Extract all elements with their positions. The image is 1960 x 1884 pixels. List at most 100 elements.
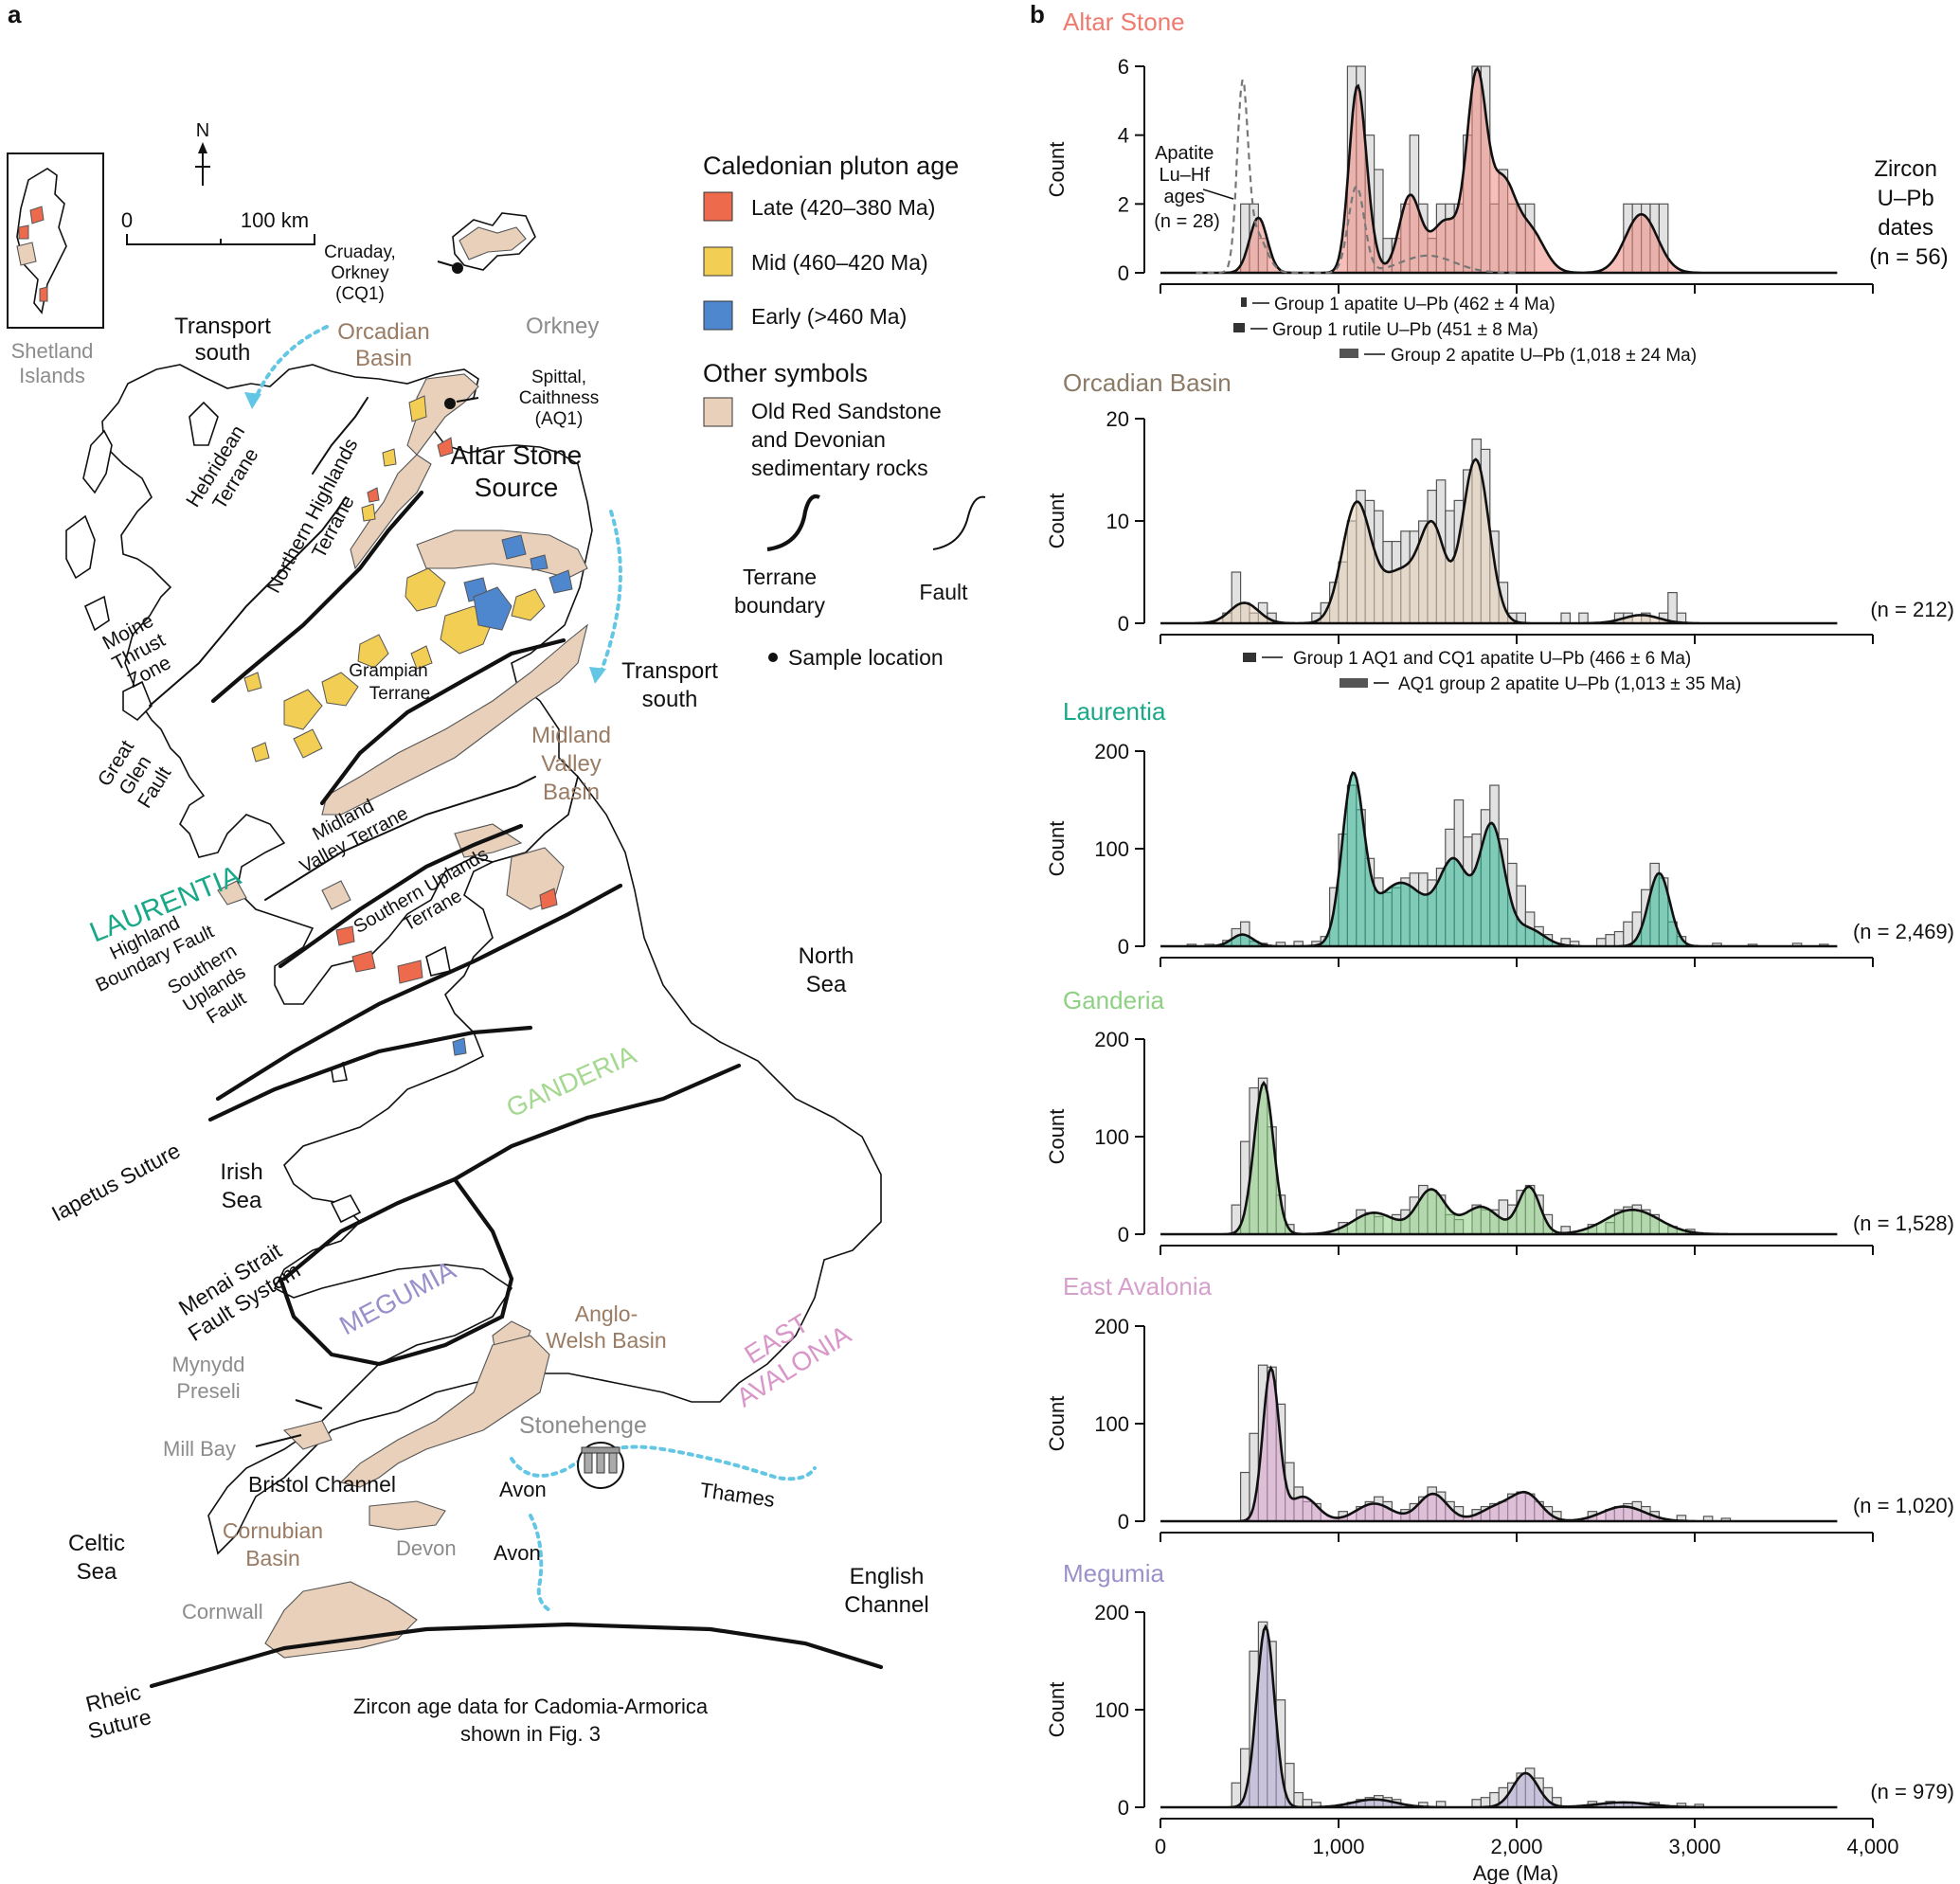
hebrides-island [82, 429, 113, 494]
chart-title: Altar Stone [1063, 8, 1185, 36]
shetland-late-pluton [18, 224, 29, 240]
legend-sample-label: Sample location [788, 645, 944, 670]
mid-pluton [511, 588, 546, 621]
histogram-east-avalonia: East Avalonia 0 100 200 Count (n = 1,020) [1045, 1272, 1954, 1542]
y-tick-label: 0 [1118, 1223, 1129, 1247]
late-pluton [367, 487, 380, 503]
mid-pluton [382, 448, 397, 467]
spittal-pointer [456, 397, 479, 403]
mill-bay-label: Mill Bay [163, 1437, 236, 1461]
transport-arrow-north [252, 325, 329, 404]
cornubian-ors [264, 1581, 418, 1659]
southern-uplands-boundary [278, 823, 524, 969]
y-tick-label: 20 [1106, 407, 1129, 431]
anglesey-island [330, 1193, 362, 1224]
histogram-bar [1293, 1791, 1304, 1808]
x-axis-labels: 0 1,000 2,000 3,000 4,000 Age (Ma) [1155, 1835, 1899, 1884]
anglo-welsh-ors [339, 1335, 550, 1488]
svg-text:Group 1 AQ1 and CQ1 apatite U–: Group 1 AQ1 and CQ1 apatite U–Pb (466 ± … [1293, 649, 1691, 669]
legend-other-title: Other symbols [703, 359, 868, 387]
svg-text:0: 0 [121, 208, 133, 232]
cadomia-note: Zircon age data for Cadomia-Armorica show… [353, 1695, 709, 1746]
zircon-dates-label: Zircon U–Pb dates (n = 56) [1869, 156, 1948, 270]
y-tick-label: 100 [1094, 1412, 1129, 1436]
cornubian-basin-label: Cornubian Basin [223, 1518, 323, 1570]
late-pluton [335, 925, 355, 946]
spittal-label: Spittal, Caithness (AQ1) [519, 368, 600, 429]
y-tick-label: 0 [1118, 612, 1129, 636]
map-legend: Caledonian pluton age Late (420–380 Ma) … [703, 152, 986, 670]
kde-curve [1160, 771, 1838, 948]
legend-ors-swatch [703, 397, 733, 427]
hebrides-island [65, 514, 96, 580]
midland-valley-ors [321, 623, 588, 816]
panel-b-label: b [1030, 0, 1045, 28]
n-label: (n = 1,020) [1853, 1494, 1954, 1517]
group1-apatite-marker: Group 1 apatite U–Pb (462 ± 4 Ma) [1241, 295, 1555, 314]
shetland-late-pluton [39, 286, 48, 302]
transport-south-label-2: Transport south [621, 658, 718, 712]
celtic-sea-label: Celtic Sea [68, 1531, 125, 1585]
y-tick-label: 0 [1118, 261, 1129, 285]
isle-of-man-island [425, 945, 451, 977]
skye-island [189, 401, 219, 446]
x-tick-label: 2,000 [1490, 1835, 1542, 1858]
north-arrow-icon [195, 142, 210, 186]
chart-title: Megumia [1063, 1559, 1164, 1588]
histograms-panel: b Altar Stone 0 2 4 6 Count Orcadian Basin 0 10 2… [1030, 0, 1954, 1884]
great-glen-label: GreatGlenFault [94, 736, 177, 814]
iapetus-suture-label: Iapetus Suture [47, 1138, 184, 1226]
y-axis-title: Count [1045, 142, 1069, 198]
histogram-bar [1239, 1471, 1250, 1522]
midland-valley-basin-label: Midland Valley Basin [531, 723, 611, 805]
histogram-bar [1560, 612, 1571, 624]
mid-pluton [405, 567, 446, 612]
shetland-late-pluton [29, 206, 45, 224]
early-pluton [548, 569, 573, 594]
mid-pluton [251, 742, 270, 763]
legend-fault-label: Fault [919, 580, 968, 604]
histogram-bar [1578, 612, 1589, 624]
svg-text:Group 1 apatite U–Pb (462 ± 4: Group 1 apatite U–Pb (462 ± 4 Ma) [1274, 295, 1555, 314]
y-axis-title: Count [1045, 821, 1069, 877]
chart-title: East Avalonia [1063, 1272, 1213, 1301]
north-label: N [196, 120, 209, 141]
late-pluton [351, 950, 376, 973]
svg-text:Group 1 rutile U–Pb (451 ± 8 M: Group 1 rutile U–Pb (451 ± 8 Ma) [1272, 320, 1538, 340]
highland-boundary-fault [319, 637, 566, 806]
cruaday-pointer [437, 260, 455, 267]
avon-route [529, 1514, 551, 1612]
y-tick-label: 10 [1106, 510, 1129, 533]
histogram-bar [1605, 934, 1615, 947]
mill-bay-ors [282, 1420, 333, 1450]
cruaday-sample-point [452, 262, 463, 274]
england-wales-land [207, 775, 882, 1555]
histogram-bar [1667, 591, 1678, 624]
legend-early-label: Early (>460 Ma) [751, 304, 907, 329]
histogram-bar [1613, 930, 1625, 947]
late-pluton [539, 888, 558, 910]
kde-curve [1160, 1365, 1838, 1523]
group2-apatite-marker: Group 2 apatite U–Pb (1,018 ± 24 Ma) [1340, 346, 1697, 366]
y-tick-label: 0 [1118, 1796, 1129, 1820]
northern-highlands-fault [312, 397, 369, 475]
map-panel: a Shetland Islands N 0 100 km [7, 0, 986, 1746]
chart-title: Orcadian Basin [1063, 368, 1232, 397]
x-tick-label: 3,000 [1668, 1835, 1720, 1858]
iapetus-suture-east [452, 1063, 742, 1182]
apatite-lu-hf-label: Apatite Lu–Hf ages (n = 28) [1154, 143, 1219, 232]
rheic-suture-label: RheicSuture [79, 1678, 153, 1744]
y-tick-label: 4 [1118, 124, 1129, 148]
bristol-channel-label: Bristol Channel [248, 1472, 396, 1497]
menai-strait [281, 1176, 458, 1282]
n-label: (n = 1,528) [1853, 1211, 1954, 1235]
svg-text:100 km: 100 km [241, 208, 309, 232]
orcadian-basin-label: Orcadian Basin [337, 319, 429, 371]
mid-pluton [410, 645, 433, 670]
grampian-terrane-label: Grampian Terrane [349, 661, 430, 704]
y-tick-label: 100 [1094, 1698, 1129, 1722]
devon-label: Devon [396, 1536, 457, 1560]
stonehenge-icon [577, 1442, 624, 1489]
legend-terrane-symbol [766, 493, 820, 552]
y-tick-label: 200 [1094, 1601, 1129, 1624]
